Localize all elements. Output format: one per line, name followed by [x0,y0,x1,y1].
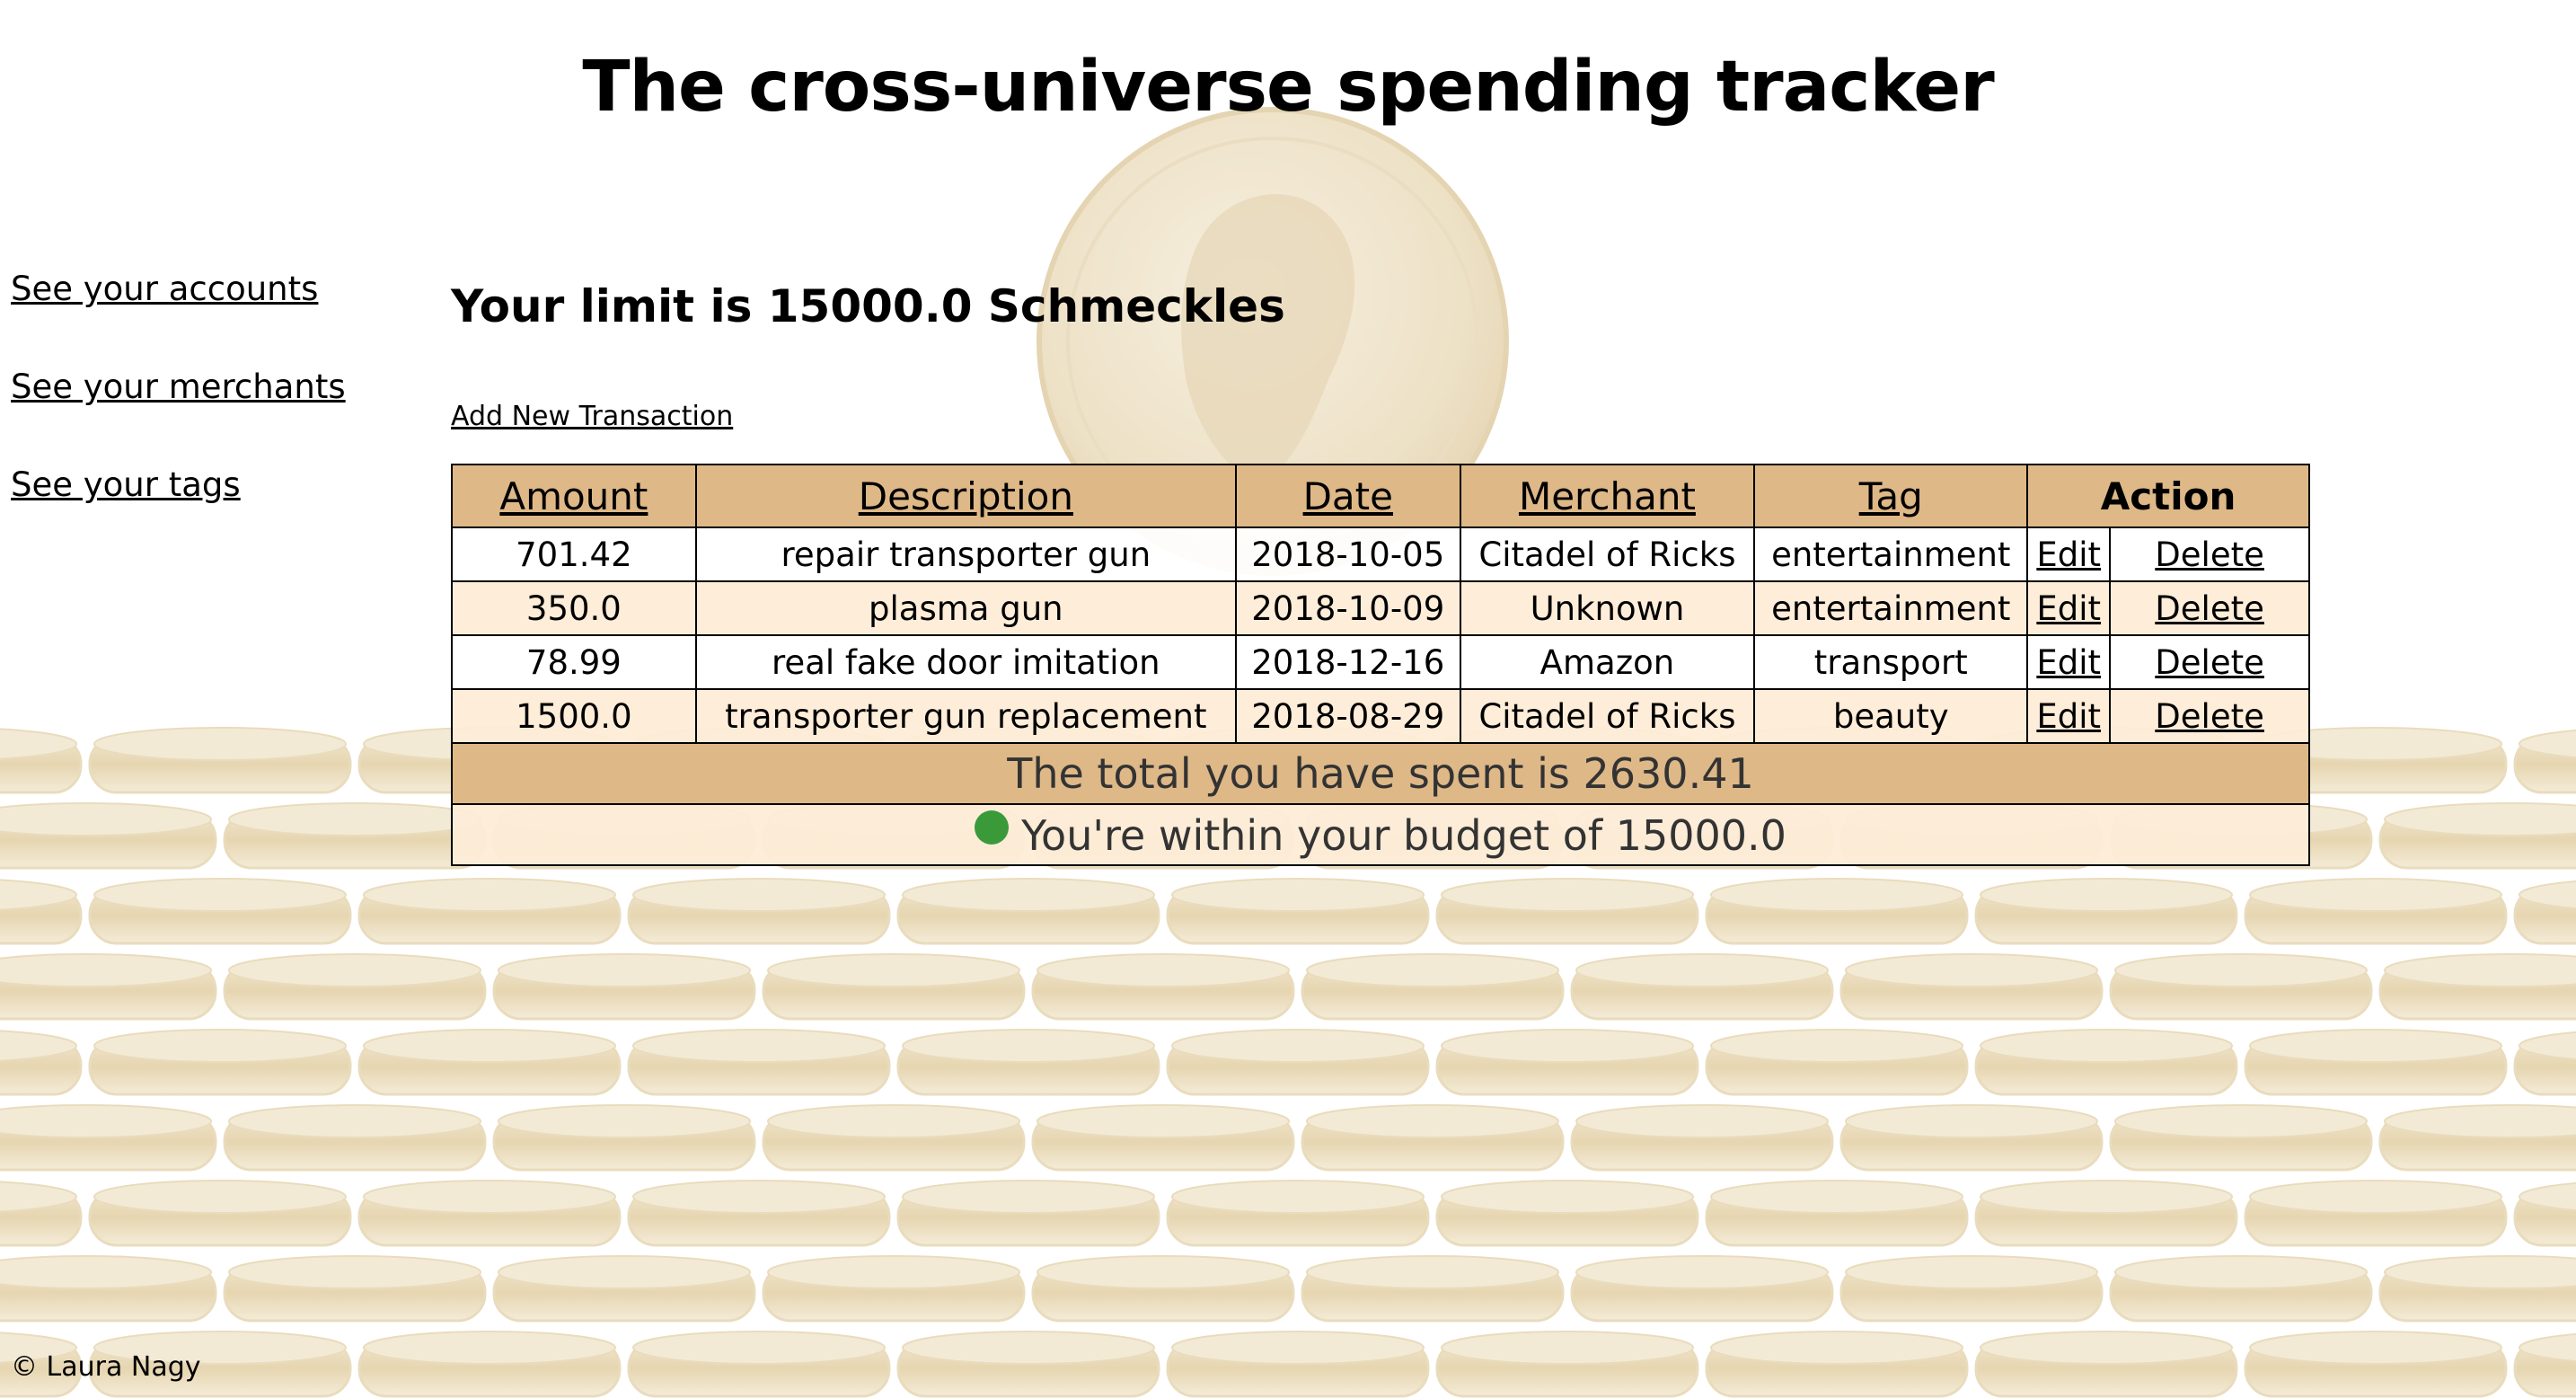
total-row: The total you have spent is 2630.41 [451,742,2310,805]
table-row: 78.99 real fake door imitation 2018-12-1… [451,634,2310,690]
merchant-cell: Citadel of Ricks [1459,526,1756,582]
edit-link[interactable]: Edit [2036,588,2101,628]
edit-link[interactable]: Edit [2036,642,2101,682]
merchant-cell: Citadel of Ricks [1459,688,1756,744]
date-cell: 2018-08-29 [1234,688,1461,744]
tag-cell: entertainment [1753,526,2029,582]
transactions-table: Amount Description Date Merchant Tag Act… [451,464,2310,866]
delete-link[interactable]: Delete [2155,696,2264,736]
table-header-row: Amount Description Date Merchant Tag Act… [451,464,2310,528]
amount-sort-link[interactable]: Amount [499,473,648,518]
page-title: The cross-universe spending tracker [582,47,1994,128]
table-row: 1500.0 transporter gun replacement 2018-… [451,688,2310,744]
footer-copyright: © Laura Nagy [11,1351,201,1383]
delete-link[interactable]: Delete [2155,588,2264,628]
nav-tags-link[interactable]: See your tags [11,465,241,504]
amount-cell: 1500.0 [451,688,697,744]
date-cell: 2018-10-09 [1234,580,1461,636]
standing-coin [1037,107,1509,576]
action-header: Action [2026,464,2310,528]
date-cell: 2018-12-16 [1234,634,1461,690]
delete-cell: Delete [2109,634,2310,690]
add-transaction-link[interactable]: Add New Transaction [451,401,734,432]
limit-heading: Your limit is 15000.0 Schmeckles [451,280,1285,332]
edit-link[interactable]: Edit [2036,535,2101,574]
delete-cell: Delete [2109,526,2310,582]
status-ok-icon [975,810,1010,845]
merchant-header[interactable]: Merchant [1459,464,1756,528]
delete-link[interactable]: Delete [2155,642,2264,682]
nav-accounts-link[interactable]: See your accounts [11,270,319,308]
description-cell: transporter gun replacement [694,688,1237,744]
merchant-cell: Amazon [1459,634,1756,690]
description-cell: real fake door imitation [694,634,1237,690]
date-sort-link[interactable]: Date [1302,473,1393,518]
description-sort-link[interactable]: Description [858,473,1073,518]
edit-cell: Edit [2026,580,2112,636]
delete-cell: Delete [2109,580,2310,636]
total-spent-text: The total you have spent is 2630.41 [451,742,2310,805]
delete-cell: Delete [2109,688,2310,744]
description-cell: plasma gun [694,580,1237,636]
tag-sort-link[interactable]: Tag [1858,473,1923,518]
merchant-cell: Unknown [1459,580,1756,636]
edit-link[interactable]: Edit [2036,696,2101,736]
amount-cell: 350.0 [451,580,697,636]
edit-cell: Edit [2026,634,2112,690]
date-cell: 2018-10-05 [1234,526,1461,582]
date-header[interactable]: Date [1234,464,1461,528]
delete-link[interactable]: Delete [2155,535,2264,574]
description-header[interactable]: Description [694,464,1237,528]
merchant-sort-link[interactable]: Merchant [1518,473,1696,518]
tag-cell: entertainment [1753,580,2029,636]
nav-merchants-link[interactable]: See your merchants [11,367,346,406]
edit-cell: Edit [2026,688,2112,744]
tag-cell: beauty [1753,688,2029,744]
tag-cell: transport [1753,634,2029,690]
table-row: 350.0 plasma gun 2018-10-09 Unknown ente… [451,580,2310,636]
table-row: 701.42 repair transporter gun 2018-10-05… [451,526,2310,582]
budget-status-text: You're within your budget of 15000.0 [1021,810,1786,860]
side-nav: See your accounts See your merchants See… [11,268,346,562]
amount-header[interactable]: Amount [451,464,697,528]
budget-status-row: You're within your budget of 15000.0 [451,803,2310,866]
budget-status-cell: You're within your budget of 15000.0 [451,803,2310,866]
edit-cell: Edit [2026,526,2112,582]
tag-header[interactable]: Tag [1753,464,2029,528]
amount-cell: 78.99 [451,634,697,690]
description-cell: repair transporter gun [694,526,1237,582]
amount-cell: 701.42 [451,526,697,582]
